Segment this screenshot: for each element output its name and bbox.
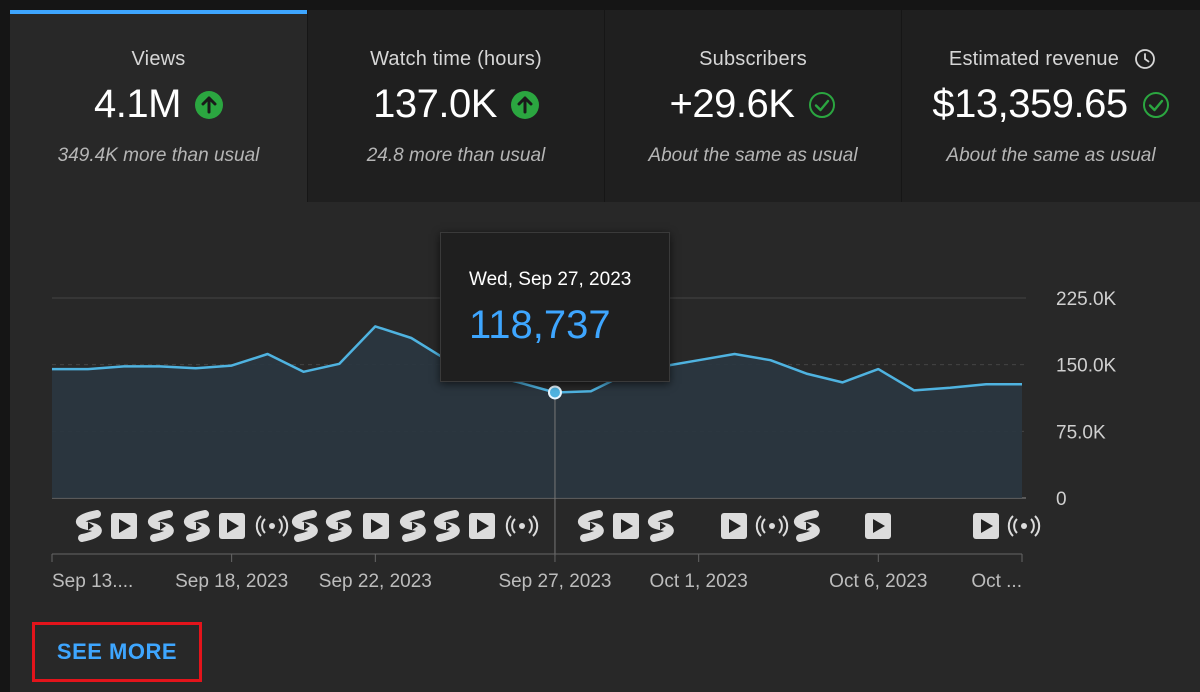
highlighted-point [547, 385, 562, 400]
y-tick-label: 150.0K [1056, 356, 1117, 377]
subscribers-value: +29.6K [669, 82, 795, 126]
arrow-up-icon [194, 90, 223, 119]
views-card[interactable]: Views 4.1M 349.4K more than usual [10, 10, 307, 202]
y-tick-label: 0 [1056, 489, 1067, 510]
x-tick-label: Oct 1, 2023 [650, 571, 748, 592]
subscribers-note: About the same as usual [648, 145, 858, 166]
play-icon [119, 519, 131, 533]
check-circle-icon [1142, 91, 1169, 118]
live-wave-outer-icon [505, 515, 539, 537]
shorts-play-icon [660, 522, 666, 530]
watch-time-value: 137.0K [373, 82, 497, 126]
chart-tooltip: Wed, Sep 27, 2023 118,737 [440, 232, 670, 382]
see-more-button[interactable]: SEE MORE [32, 622, 202, 682]
watch-time-label: Watch time (hours) [370, 48, 542, 70]
play-icon [621, 519, 633, 533]
x-tick-label: Oct 6, 2023 [829, 571, 927, 592]
shorts-play-icon [196, 522, 202, 530]
shorts-play-icon [446, 522, 452, 530]
y-tick-label: 225.0K [1056, 289, 1117, 310]
subscribers-card[interactable]: Subscribers +29.6K About the same as usu… [604, 10, 901, 202]
check-circle-icon [809, 91, 836, 118]
tooltip-value: 118,737 [469, 303, 611, 347]
live-wave-outer-icon [1007, 515, 1041, 537]
x-tick-label: Sep 13.... [52, 571, 133, 592]
revenue-label: Estimated revenue [948, 48, 1120, 70]
play-icon [981, 519, 993, 533]
views-label: Views [131, 48, 186, 70]
play-icon [227, 519, 239, 533]
shorts-play-icon [590, 522, 596, 530]
shorts-play-icon [88, 522, 94, 530]
watch-time-note: 24.8 more than usual [366, 145, 546, 166]
shorts-play-icon [412, 522, 418, 530]
views-note: 349.4K more than usual [57, 145, 260, 166]
views-chart-svg[interactable]: 225.0K 150.0K 75.0K 0 Sep 13.... Sep 18, 2023… [10, 202, 1200, 622]
play-icon [873, 519, 885, 533]
area-fill [52, 326, 1022, 498]
live-icon [519, 523, 525, 529]
revenue-card[interactable]: Estimated revenue $13,359.65 About the s… [901, 10, 1200, 202]
live-wave-icon [1013, 518, 1035, 534]
shorts-play-icon [806, 522, 812, 530]
live-wave-icon [761, 518, 783, 534]
series-line [52, 325, 1022, 394]
play-icon [477, 519, 489, 533]
shorts-play-icon [338, 522, 344, 530]
play-icon [729, 519, 741, 533]
x-tick-label: Sep 22, 2023 [319, 571, 432, 592]
clock-icon [1135, 49, 1155, 69]
play-icon [371, 519, 383, 533]
metric-cards: Views 4.1M 349.4K more than usual Watch … [10, 10, 1200, 202]
views-chart[interactable]: 225.0K 150.0K 75.0K 0 Sep 13.... Sep 18, 2023… [10, 202, 1200, 622]
shorts-play-icon [304, 522, 310, 530]
live-wave-outer-icon [255, 515, 289, 537]
arrow-up-icon [510, 90, 539, 119]
subscribers-label: Subscribers [699, 48, 807, 70]
tooltip-date: Wed, Sep 27, 2023 [469, 269, 632, 290]
active-tab-indicator [10, 10, 307, 14]
live-icon [1021, 523, 1027, 529]
live-icon [269, 523, 275, 529]
live-wave-outer-icon [755, 515, 789, 537]
live-wave-icon [511, 518, 533, 534]
revenue-note: About the same as usual [946, 145, 1156, 166]
revenue-value: $13,359.65 [932, 82, 1128, 126]
live-wave-icon [261, 518, 283, 534]
x-tick-label: Oct ... [971, 571, 1022, 592]
live-icon [769, 523, 775, 529]
watch-time-card[interactable]: Watch time (hours) 137.0K 24.8 more than… [307, 10, 604, 202]
shorts-play-icon [160, 522, 166, 530]
views-value: 4.1M [94, 82, 181, 126]
y-tick-label: 75.0K [1056, 422, 1106, 443]
analytics-panel: Views 4.1M 349.4K more than usual Watch … [10, 10, 1200, 692]
x-tick-label: Sep 18, 2023 [175, 571, 288, 592]
x-tick-label: Sep 27, 2023 [498, 571, 611, 592]
